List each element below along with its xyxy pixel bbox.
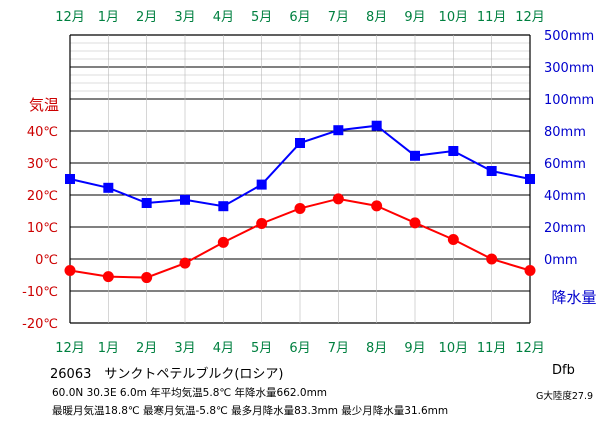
- month-label-top: 3月: [174, 10, 195, 25]
- month-label-top: 7月: [328, 10, 349, 25]
- station-name: 26063 サンクトペテルブルク(ロシア): [50, 367, 284, 382]
- month-label-top: 9月: [404, 10, 425, 25]
- station-coords-summary: 60.0N 30.3E 6.0m 年平均気温5.8℃ 年降水量662.0mm: [52, 387, 328, 399]
- precip-tick-label: 0mm: [544, 253, 578, 268]
- month-label-top: 6月: [289, 10, 310, 25]
- precip-axis-title: 降水量: [551, 288, 596, 306]
- precip-tick-label: 20mm: [544, 221, 586, 236]
- temp-point: [409, 217, 421, 229]
- month-label-bottom: 2月: [136, 341, 157, 356]
- month-label-top: 12月: [515, 10, 545, 25]
- precip-point: [371, 120, 382, 131]
- precip-point: [525, 174, 535, 184]
- temp-tick-label: -20℃: [22, 317, 58, 332]
- month-label-bottom: 8月: [366, 341, 387, 356]
- precip-point: [295, 138, 305, 148]
- precip-tick-label: 60mm: [544, 157, 586, 172]
- temp-tick-label: 10℃: [27, 221, 58, 236]
- temp-point: [486, 253, 498, 265]
- month-label-top: 2月: [136, 10, 157, 25]
- month-label-bottom: 6月: [289, 341, 310, 356]
- month-label-bottom: 9月: [404, 341, 425, 356]
- temp-point: [102, 271, 114, 283]
- precip-point: [218, 201, 229, 212]
- month-label-bottom: 12月: [515, 341, 545, 356]
- temp-axis-title: 気温: [29, 96, 59, 114]
- precip-tick-label: 500mm: [544, 29, 594, 44]
- precip-tick-label: 40mm: [544, 189, 586, 204]
- temp-tick-label: -10℃: [22, 285, 58, 300]
- temp-tick-label: 40℃: [27, 125, 58, 140]
- temp-tick-label: 0℃: [35, 253, 58, 268]
- temp-point: [371, 200, 383, 212]
- temp-point: [332, 193, 344, 205]
- temp-point: [141, 272, 153, 284]
- month-label-bottom: 5月: [251, 341, 272, 356]
- temp-point: [217, 236, 229, 248]
- month-label-bottom: 12月: [55, 341, 85, 356]
- climate-chart: 12月 12月 1月 1月 2月 2月 3月 3月 4月 4月 5月 5月 6月 6月 7月 7月 8月 8月 9月…: [22, 10, 596, 356]
- precip-point: [141, 198, 152, 208]
- month-label-top: 8月: [366, 10, 387, 25]
- continentality-index: G大陸度27.9: [536, 391, 594, 402]
- month-label-bottom: 1月: [98, 341, 119, 356]
- month-label-top: 10月: [439, 10, 469, 25]
- month-label-top: 4月: [213, 10, 234, 25]
- monthly-extremes: 最暖月気温18.8℃ 最寒月気温-5.8℃ 最多月降水量83.3mm 最少月降水…: [52, 405, 449, 417]
- precip-point: [333, 125, 344, 136]
- precip-tick-label: 80mm: [544, 125, 586, 140]
- temp-point: [294, 202, 306, 214]
- month-label-top: 11月: [477, 10, 507, 25]
- temp-tick-label: 30℃: [27, 157, 58, 172]
- month-label-top: 5月: [251, 10, 272, 25]
- precip-point: [180, 194, 190, 205]
- precip-point: [65, 174, 75, 184]
- koppen-class: Dfb: [552, 363, 575, 378]
- temp-point: [179, 257, 191, 269]
- month-label-bottom: 10月: [439, 341, 469, 356]
- precip-point: [410, 150, 420, 161]
- month-label-bottom: 3月: [174, 341, 195, 356]
- temp-point: [447, 233, 459, 245]
- precip-tick-label: 100mm: [544, 93, 594, 108]
- temp-point: [524, 265, 536, 277]
- precip-point: [103, 182, 114, 193]
- precip-point: [256, 179, 267, 190]
- temp-point: [64, 265, 76, 277]
- month-label-bottom: 11月: [477, 341, 507, 356]
- temp-tick-label: 20℃: [27, 189, 58, 204]
- precip-tick-label: 300mm: [544, 61, 594, 76]
- month-label-bottom: 4月: [213, 341, 234, 356]
- month-label-bottom: 7月: [328, 341, 349, 356]
- precip-point: [486, 166, 497, 176]
- temp-point: [256, 217, 268, 229]
- month-label-top: 12月: [55, 10, 85, 25]
- month-label-top: 1月: [98, 10, 119, 25]
- precip-point: [448, 146, 459, 156]
